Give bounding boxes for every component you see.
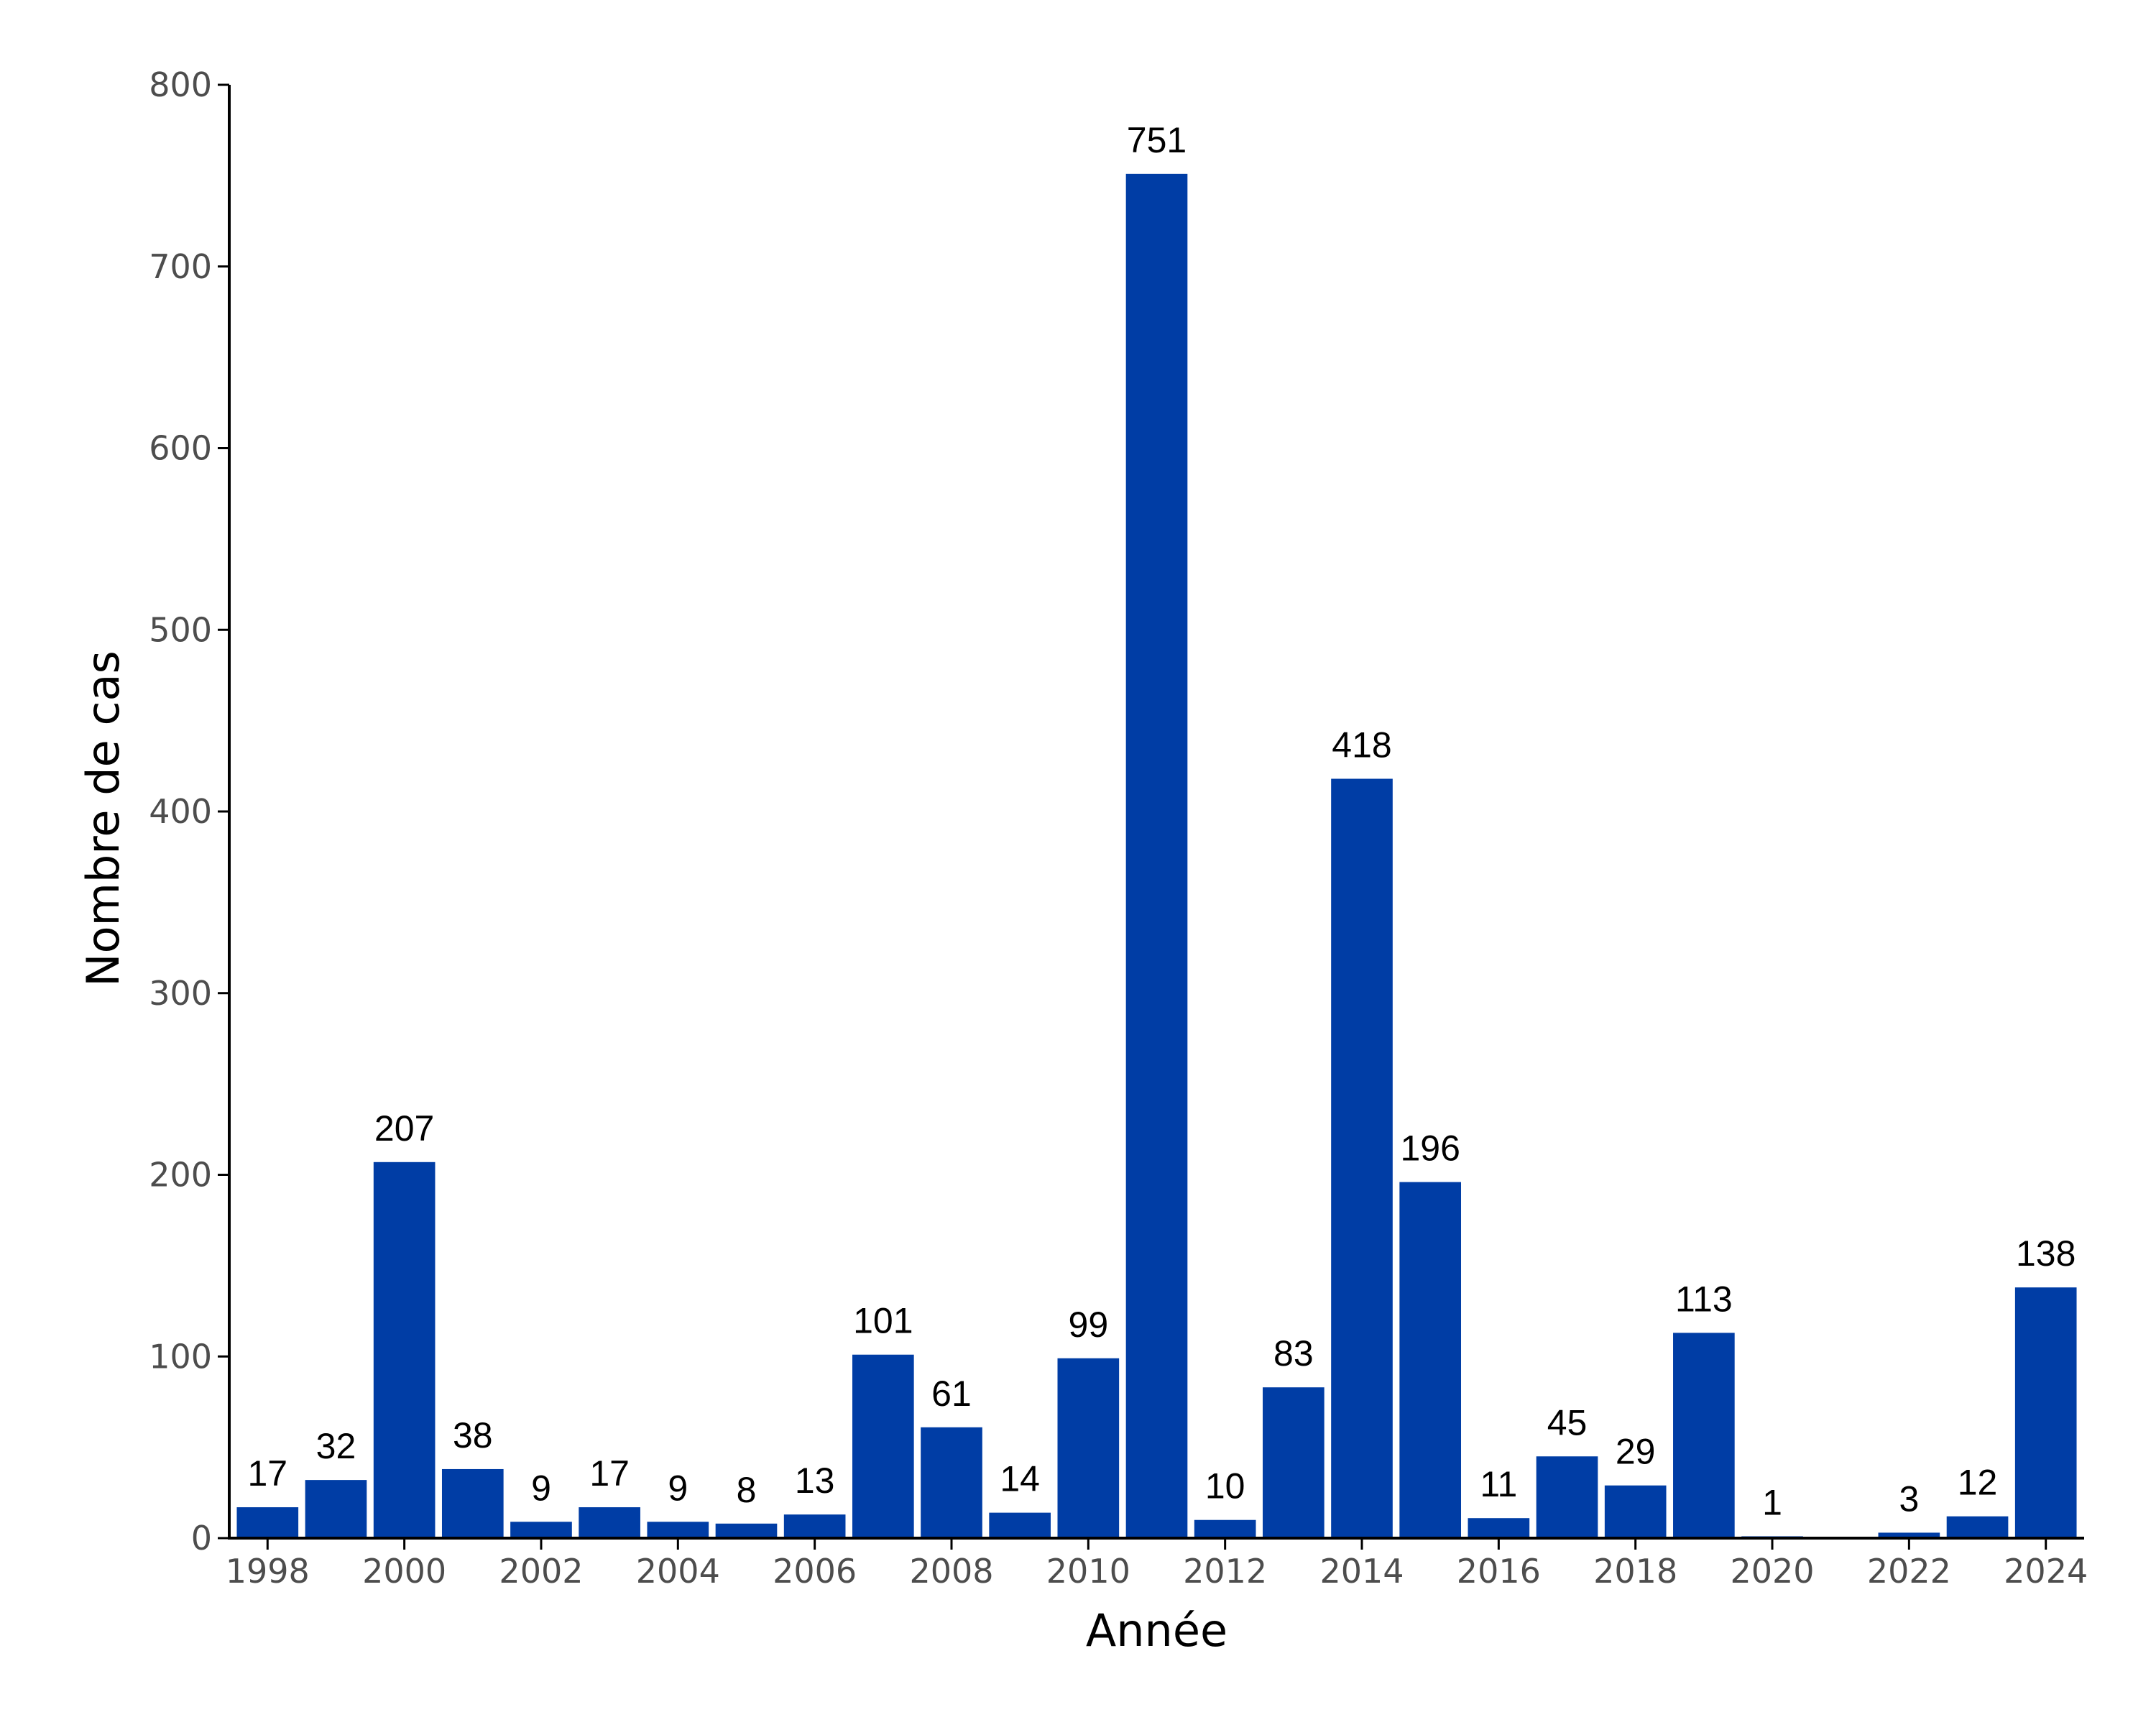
bar-2011 xyxy=(1125,173,1188,1538)
data-label-2018: 29 xyxy=(1616,1432,1656,1472)
bar-2012 xyxy=(1194,1519,1256,1538)
data-label-2013: 83 xyxy=(1273,1333,1314,1374)
x-tick-label: 2000 xyxy=(362,1552,446,1591)
x-tick-label: 2016 xyxy=(1457,1552,1541,1591)
bar-2015 xyxy=(1399,1182,1462,1538)
data-label-2015: 196 xyxy=(1400,1128,1460,1169)
y-tick-label: 800 xyxy=(149,65,212,104)
data-label-2016: 11 xyxy=(1480,1464,1517,1504)
data-label-2019: 113 xyxy=(1675,1279,1733,1319)
y-tick-label: 600 xyxy=(149,429,212,468)
bar-2018 xyxy=(1604,1485,1667,1538)
bars-group xyxy=(236,173,2077,1538)
data-label-2017: 45 xyxy=(1547,1402,1588,1443)
data-label-2014: 418 xyxy=(1332,725,1391,765)
data-label-2003: 17 xyxy=(589,1453,630,1494)
y-tick-label: 200 xyxy=(149,1156,212,1195)
x-tick-label: 2022 xyxy=(1867,1552,1951,1591)
x-tick-label: 2008 xyxy=(909,1552,993,1591)
bar-2005 xyxy=(715,1523,778,1538)
data-label-2010: 99 xyxy=(1069,1305,1109,1345)
bar-2008 xyxy=(921,1427,982,1538)
bar-2004 xyxy=(647,1522,709,1538)
data-label-1998: 17 xyxy=(247,1453,287,1494)
y-tick-label: 400 xyxy=(149,792,212,831)
y-axis: 0 100 200 300 400 500 600 700 800 xyxy=(149,65,231,1558)
x-tick-label: 2024 xyxy=(2004,1552,2088,1591)
data-label-2023: 12 xyxy=(1958,1463,1998,1503)
data-label-2022: 3 xyxy=(1899,1478,1919,1519)
y-tick-label: 700 xyxy=(149,247,212,286)
x-tick-label: 2020 xyxy=(1730,1552,1814,1591)
data-label-2006: 13 xyxy=(795,1460,835,1501)
y-tick-label: 100 xyxy=(149,1337,212,1376)
x-tick-label: 2018 xyxy=(1593,1552,1677,1591)
data-label-2024: 138 xyxy=(2016,1233,2076,1274)
x-tick-label: 2006 xyxy=(773,1552,857,1591)
bar-2024 xyxy=(2014,1287,2077,1538)
y-axis-title: Nombre de cas xyxy=(77,650,129,987)
bar-2002 xyxy=(510,1522,572,1538)
bar-2000 xyxy=(373,1162,436,1538)
bar-2013 xyxy=(1263,1387,1325,1538)
bar-2016 xyxy=(1468,1518,1530,1538)
x-tick-label: 1998 xyxy=(226,1552,310,1591)
y-tick-label: 500 xyxy=(149,610,212,649)
bar-2006 xyxy=(783,1514,846,1538)
x-tick-label: 2014 xyxy=(1319,1552,1404,1591)
data-label-2012: 10 xyxy=(1205,1466,1245,1506)
data-label-2001: 38 xyxy=(453,1415,493,1455)
bar-2010 xyxy=(1057,1358,1120,1538)
bar-2007 xyxy=(852,1354,914,1538)
data-label-2000: 207 xyxy=(374,1108,434,1149)
bar-2009 xyxy=(989,1512,1051,1538)
bar-2003 xyxy=(579,1507,640,1538)
data-label-1999: 32 xyxy=(316,1426,356,1466)
y-tick-label: 300 xyxy=(149,974,212,1013)
data-label-2008: 61 xyxy=(931,1374,972,1414)
x-tick-label: 2010 xyxy=(1046,1552,1130,1591)
bar-2019 xyxy=(1673,1333,1735,1538)
x-axis-title: Année xyxy=(1086,1604,1227,1657)
x-tick-label: 2012 xyxy=(1183,1552,1267,1591)
x-tick-label: 2004 xyxy=(636,1552,720,1591)
y-tick-label: 0 xyxy=(191,1519,212,1558)
data-label-2009: 14 xyxy=(1000,1459,1040,1499)
bar-1998 xyxy=(236,1507,299,1538)
x-axis: 1998 2000 2002 2004 2006 2008 2010 2012 2014 2016… xyxy=(226,1537,2088,1591)
data-label-2011: 751 xyxy=(1127,120,1187,160)
bar-2022 xyxy=(1878,1532,1940,1538)
bar-2014 xyxy=(1331,778,1393,1538)
data-label-2004: 9 xyxy=(668,1468,688,1508)
bar-1999 xyxy=(305,1480,367,1538)
bar-2017 xyxy=(1536,1456,1598,1538)
data-label-2007: 101 xyxy=(853,1301,913,1341)
data-label-2002: 9 xyxy=(531,1468,551,1508)
data-label-2020: 1 xyxy=(1762,1482,1782,1522)
data-label-2005: 8 xyxy=(737,1470,757,1510)
bar-2001 xyxy=(441,1468,504,1538)
x-tick-label: 2002 xyxy=(499,1552,583,1591)
bar-2023 xyxy=(1946,1516,2009,1538)
